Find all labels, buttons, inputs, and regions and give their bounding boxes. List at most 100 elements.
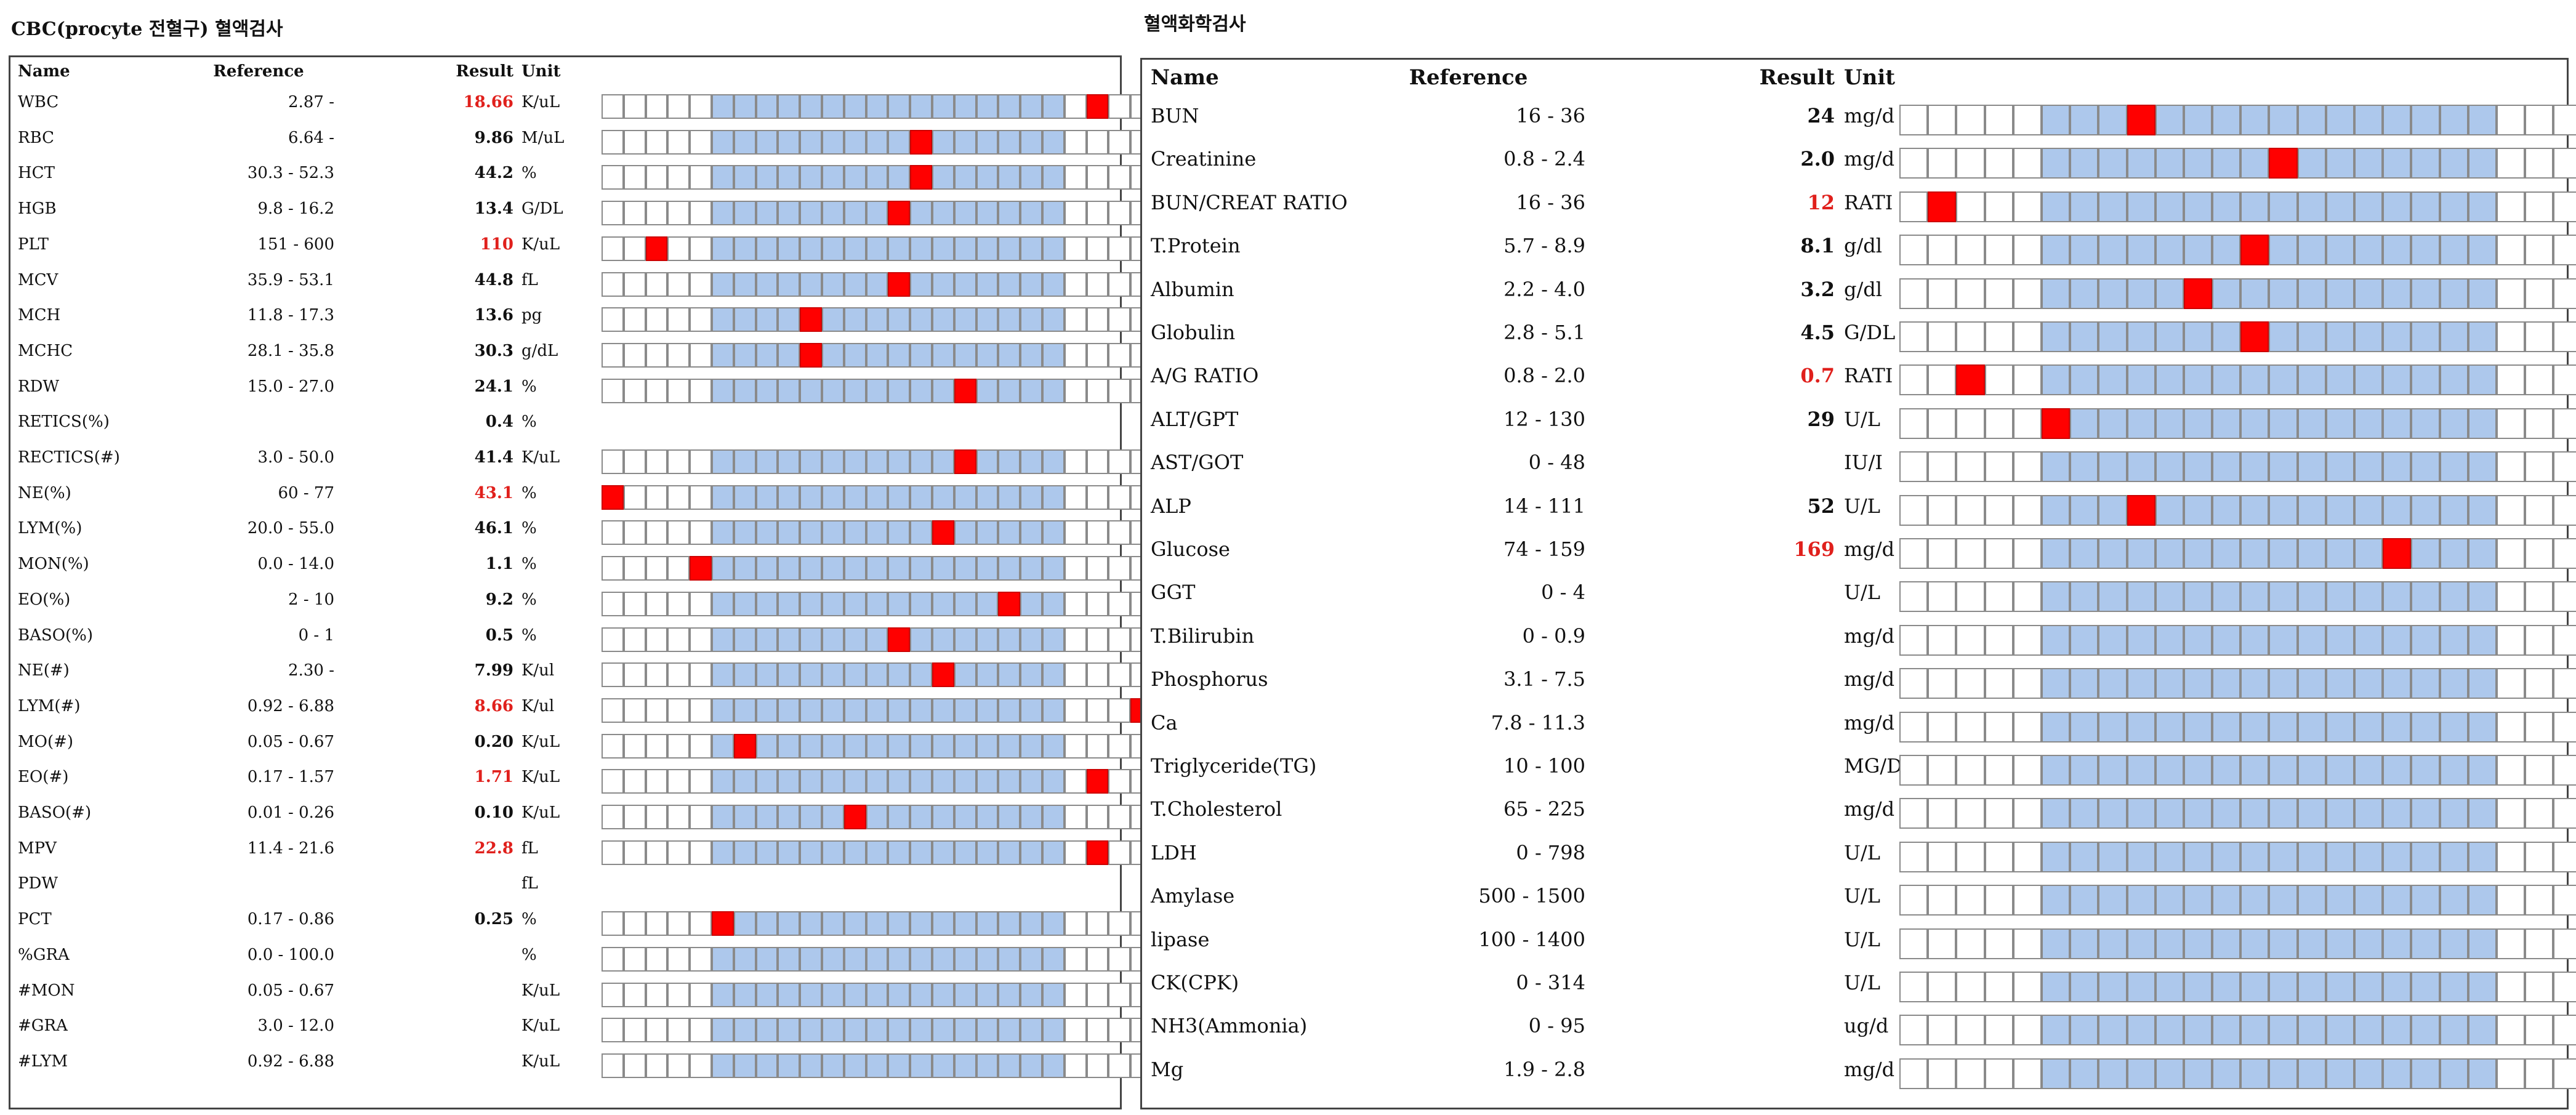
gauge-cell [667,1018,690,1043]
gauge-cell [1928,1058,1957,1089]
gauge-cell [755,840,778,865]
gauge-cell [733,129,756,155]
gauge-cell [1899,148,1928,179]
gauge-cell [1984,755,2013,786]
table-row: NE(%) 60 - 77 43.1% [10,479,1175,515]
gauge-cell [623,520,646,545]
range-gauge [1899,581,2576,613]
test-name: LYM(#) [18,696,81,715]
gauge-cell [2269,711,2298,743]
gauge-cell [623,591,646,616]
result-value: 44.2 [474,164,513,183]
gauge-cell [1086,946,1109,972]
reference-range: 65 - 225 [1503,797,1585,821]
reference-range: 0 - 48 [1528,451,1585,475]
gauge-cell [778,769,800,794]
gauge-cell [2468,1058,2497,1089]
unit-label: mg/d [1844,147,1895,171]
gauge-cell [932,378,954,403]
gauge-cell [1956,1058,1985,1089]
result-value: 9.86 [474,128,513,147]
gauge-cell [733,1018,756,1043]
gauge-cell [2127,581,2155,613]
table-row: Glucose 74 - 159 169 mg/d [1142,531,2576,574]
unit-label: mg/d [1844,797,1895,821]
gauge-cell [667,982,690,1007]
reference-range: 151 - 600 [257,235,334,254]
gauge-cell [954,485,976,510]
gauge-cell [1108,805,1131,829]
gauge-cell [1899,538,1928,569]
gauge-cell [2013,581,2042,613]
gauge-cell [602,805,624,829]
gauge-cell [998,165,1021,190]
gauge-cell [2070,885,2099,916]
gauge-cell [2411,494,2440,526]
gauge-cell [1086,201,1109,226]
gauge-cell [1064,982,1087,1007]
gauge-cell [954,165,976,190]
gauge-cell [667,911,690,936]
header-unit: Unit [1844,65,1895,90]
gauge-cell [1956,191,1985,222]
gauge-cell [2070,711,2099,743]
gauge-cell [2297,235,2326,266]
gauge-cell [2383,928,2412,959]
reference-range: 2 - 10 [288,590,334,609]
gauge-cell [2098,408,2127,439]
gauge-cell [667,449,690,474]
gauge-cell [2439,711,2468,743]
gauge-cell [1042,627,1065,652]
gauge-cell [866,1053,888,1078]
range-gauge [602,733,1175,759]
test-name: NH3(Ammonia) [1151,1014,1308,1038]
gauge-cell [2127,1015,2155,1046]
gauge-cell [1108,236,1131,261]
gauge-cell [2041,1015,2071,1046]
result-value: 24.1 [474,377,513,396]
range-gauge [602,662,1175,688]
gauge-cell [711,449,734,474]
range-gauge [602,520,1175,545]
gauge-marker [2383,538,2412,569]
gauge-cell [821,733,844,759]
gauge-cell [2155,364,2184,396]
gauge-cell [711,662,734,688]
gauge-cell [843,556,866,581]
gauge-cell [2183,408,2213,439]
gauge-cell [2297,105,2326,135]
gauge-cell [2098,235,2127,266]
result-value: 3.2 [1800,277,1835,301]
gauge-cell [1086,698,1109,723]
gauge-cell [778,272,800,297]
gauge-cell [602,307,624,332]
gauge-cell [602,272,624,297]
gauge-cell [755,307,778,332]
gauge-cell [711,733,734,759]
gauge-cell [800,982,822,1007]
gauge-cell [2098,972,2127,1002]
gauge-cell [888,805,911,829]
gauge-cell [976,129,999,155]
gauge-cell [2240,841,2269,872]
gauge-cell [2212,755,2241,786]
gauge-cell [843,1053,866,1078]
gauge-cell [1064,769,1087,794]
header-name: Name [1151,65,1219,90]
gauge-cell [2411,928,2440,959]
gauge-cell [2383,1058,2412,1089]
gauge-cell [998,307,1021,332]
gauge-cell [2325,885,2354,916]
gauge-cell [2496,668,2526,699]
gauge-cell [778,94,800,119]
gauge-cell [2155,278,2184,309]
gauge-cell [602,94,624,119]
gauge-cell [2354,235,2383,266]
gauge-cell [2070,1058,2099,1089]
gauge-cell [1064,520,1087,545]
gauge-cell [1020,946,1042,972]
gauge-cell [2496,1015,2526,1046]
gauge-cell [821,378,844,403]
unit-label: % [521,483,537,502]
gauge-cell [1956,278,1985,309]
